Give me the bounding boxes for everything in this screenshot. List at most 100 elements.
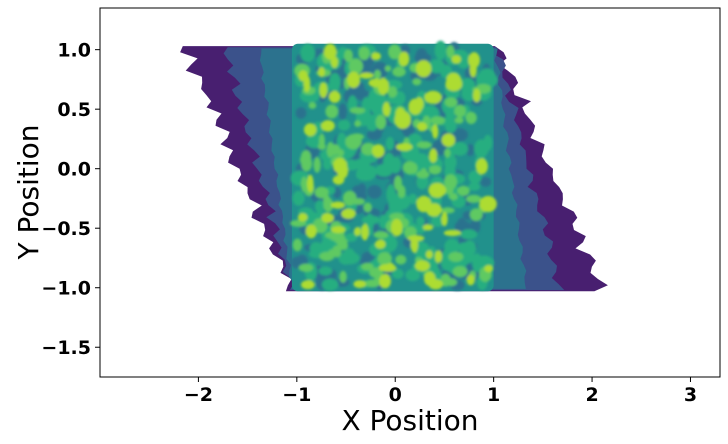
contour-level-6-blob <box>446 45 455 58</box>
contour-level-3-blob <box>414 53 432 63</box>
contour-level-6-blob <box>469 208 483 222</box>
contour-level-5-blob <box>329 72 341 92</box>
contour-level-6-blob <box>394 175 402 191</box>
contour-level-7-blob <box>321 213 334 223</box>
contour-level-6-blob <box>323 194 331 207</box>
contour-level-6-blob <box>454 116 464 124</box>
contour-level-7-blob <box>319 82 328 98</box>
contour-level-7-blob <box>307 174 314 193</box>
contour-level-3-blob <box>480 177 492 187</box>
contour-level-5-blob <box>321 278 339 291</box>
contour-level-7-blob <box>323 43 337 60</box>
contour-level-6-blob <box>299 155 308 165</box>
contour-level-7-blob <box>441 211 448 227</box>
contour-level-5-blob <box>430 216 445 227</box>
density-contours <box>180 40 608 292</box>
contour-level-6-blob <box>377 251 392 266</box>
contour-level-5-blob <box>428 59 445 74</box>
contour-level-7-blob <box>466 274 475 286</box>
contour-level-5-blob <box>337 119 351 131</box>
contour-level-7-blob <box>318 67 325 78</box>
contour-level-5-blob <box>460 77 476 94</box>
contour-level-5-blob <box>478 68 496 85</box>
x-axis-label: X Position <box>341 404 478 437</box>
contour-level-6-blob <box>395 254 407 265</box>
contour-level-6-blob <box>449 193 458 201</box>
contour-level-5-blob <box>468 182 481 191</box>
contour-level-7-blob <box>305 224 317 239</box>
y-axis-label: Y Position <box>12 124 45 260</box>
contour-level-3-blob <box>451 128 468 142</box>
contour-level-6-blob <box>412 78 422 86</box>
contour-level-3-blob <box>466 144 475 156</box>
contour-level-7-blob <box>359 72 374 79</box>
contour-level-7-blob <box>446 72 461 89</box>
contour-level-7-blob <box>377 77 389 95</box>
contour-level-7-blob <box>375 239 386 249</box>
contour-level-7-blob <box>303 75 311 93</box>
contour-level-7-blob <box>328 90 341 103</box>
contour-level-5-blob <box>318 266 333 276</box>
contour-level-3-blob <box>364 58 374 68</box>
y-tick-label: −0.5 <box>41 218 91 240</box>
contour-level-6-blob <box>369 267 383 279</box>
contour-level-6-blob <box>325 104 339 119</box>
contour-level-6-blob <box>298 263 314 272</box>
contour-level-7-blob <box>424 90 442 104</box>
contour-level-6-blob <box>387 86 398 98</box>
contour-level-6-blob <box>388 44 402 60</box>
contour-level-7-blob <box>410 236 419 253</box>
contour-level-7-blob <box>416 195 432 213</box>
contour-level-7-blob <box>391 218 403 237</box>
contour-level-7-blob <box>479 195 497 213</box>
contour-level-7-blob <box>331 226 346 234</box>
contour-level-6-blob <box>416 170 430 179</box>
contour-level-6-blob <box>466 194 482 203</box>
contour-level-7-blob <box>330 201 345 209</box>
contour-level-6-blob <box>375 114 387 130</box>
contour-level-7-blob <box>396 143 413 151</box>
x-tick-label: 1 <box>487 384 500 406</box>
contour-level-6-blob <box>452 266 468 278</box>
contour-level-6-blob <box>352 198 365 205</box>
contour-level-5-blob <box>444 238 460 254</box>
x-tick-label: 0 <box>389 384 402 406</box>
contour-level-6-blob <box>430 116 445 125</box>
contour-level-5-blob <box>344 232 358 242</box>
contour-level-5-blob <box>300 43 316 63</box>
contour-level-7-blob <box>361 223 369 241</box>
contour-level-5-blob <box>343 248 355 259</box>
contour-level-7-blob <box>469 61 477 78</box>
contour-level-6-blob <box>444 97 458 108</box>
contour-level-6-blob <box>457 185 470 196</box>
contour-level-3-blob <box>338 103 347 121</box>
contour-level-6-blob <box>313 157 321 173</box>
contour-level-7-blob <box>428 182 447 198</box>
plot-frame <box>99 7 721 378</box>
contour-level-6-blob <box>317 143 326 150</box>
contour-level-7-blob <box>414 260 430 272</box>
contour-level-6-blob <box>339 270 347 283</box>
contour-level-6-blob <box>384 65 392 72</box>
contour-level-6-blob <box>374 69 381 80</box>
contour-level-7-blob <box>415 60 432 78</box>
contour-level-5-blob <box>445 104 456 123</box>
y-tick-label: −1.5 <box>41 337 91 359</box>
contour-level-6-blob <box>349 107 366 114</box>
contour-level-7-blob <box>330 56 339 68</box>
contour-level-3-blob <box>357 183 367 196</box>
contour-level-5-blob <box>353 158 371 171</box>
contour-level-7-blob <box>443 229 461 237</box>
contour-level-7-blob <box>303 123 317 137</box>
y-tick-label: −1.0 <box>41 278 91 300</box>
contour-level-7-blob <box>379 273 391 289</box>
contour-level-6-blob <box>465 111 477 125</box>
contour-level-6-blob <box>290 219 307 227</box>
contour-level-6-blob <box>445 184 454 195</box>
contour-level-5-blob <box>356 168 365 178</box>
contour-level-6-blob <box>332 245 342 258</box>
density-blobs <box>290 40 498 291</box>
contour-level-6-blob <box>389 212 405 221</box>
contour-level-5-blob <box>379 214 388 229</box>
